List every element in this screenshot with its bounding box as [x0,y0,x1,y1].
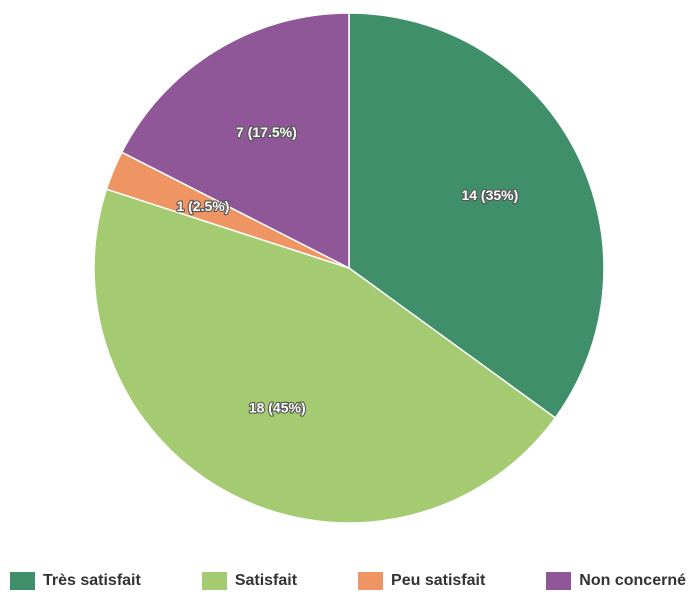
legend-item-tres-satisfait[interactable]: Très satisfait [10,572,141,590]
legend-label-non-concerne: Non concerné [579,572,686,589]
legend-label-satisfait: Satisfait [234,572,298,589]
legend-item-satisfait[interactable]: Satisfait [201,572,298,590]
legend-swatch-satisfait [201,572,227,590]
legend-swatch-tres-satisfait [10,572,35,590]
data-label-tres-satisfait: 14 (35%) [461,187,518,203]
legend: Très satisfait Satisfait Peu satisfait N… [0,568,692,594]
pie-slice-non-concerne[interactable] [120,12,350,270]
legend-swatch-peu-satisfait [358,572,384,590]
slice-labels: 14 (35%) 18 (45%) 1 (2.5%) 7 (17.5%) [175,123,519,417]
data-label-non-concerne: 7 (17.5%) [236,124,297,140]
data-label-peu-satisfait: 1 (2.5%) [176,198,229,214]
legend-label-peu-satisfait: Peu satisfait [391,572,486,589]
pie-slice-satisfait[interactable] [93,188,557,524]
data-label-satisfait: 18 (45%) [249,400,306,416]
legend-item-peu-satisfait[interactable]: Peu satisfait [358,572,485,590]
slices [93,12,605,524]
pie-chart-svg: 14 (35%) 18 (45%) 1 (2.5%) 7 (17.5%) [93,12,605,524]
legend-label-tres-satisfait: Très satisfait [43,572,141,589]
pie-slice-tres-satisfait[interactable] [348,12,605,419]
legend-swatch-non-concerne [546,572,572,590]
legend-item-non-concerne[interactable]: Non concerné [546,572,686,590]
